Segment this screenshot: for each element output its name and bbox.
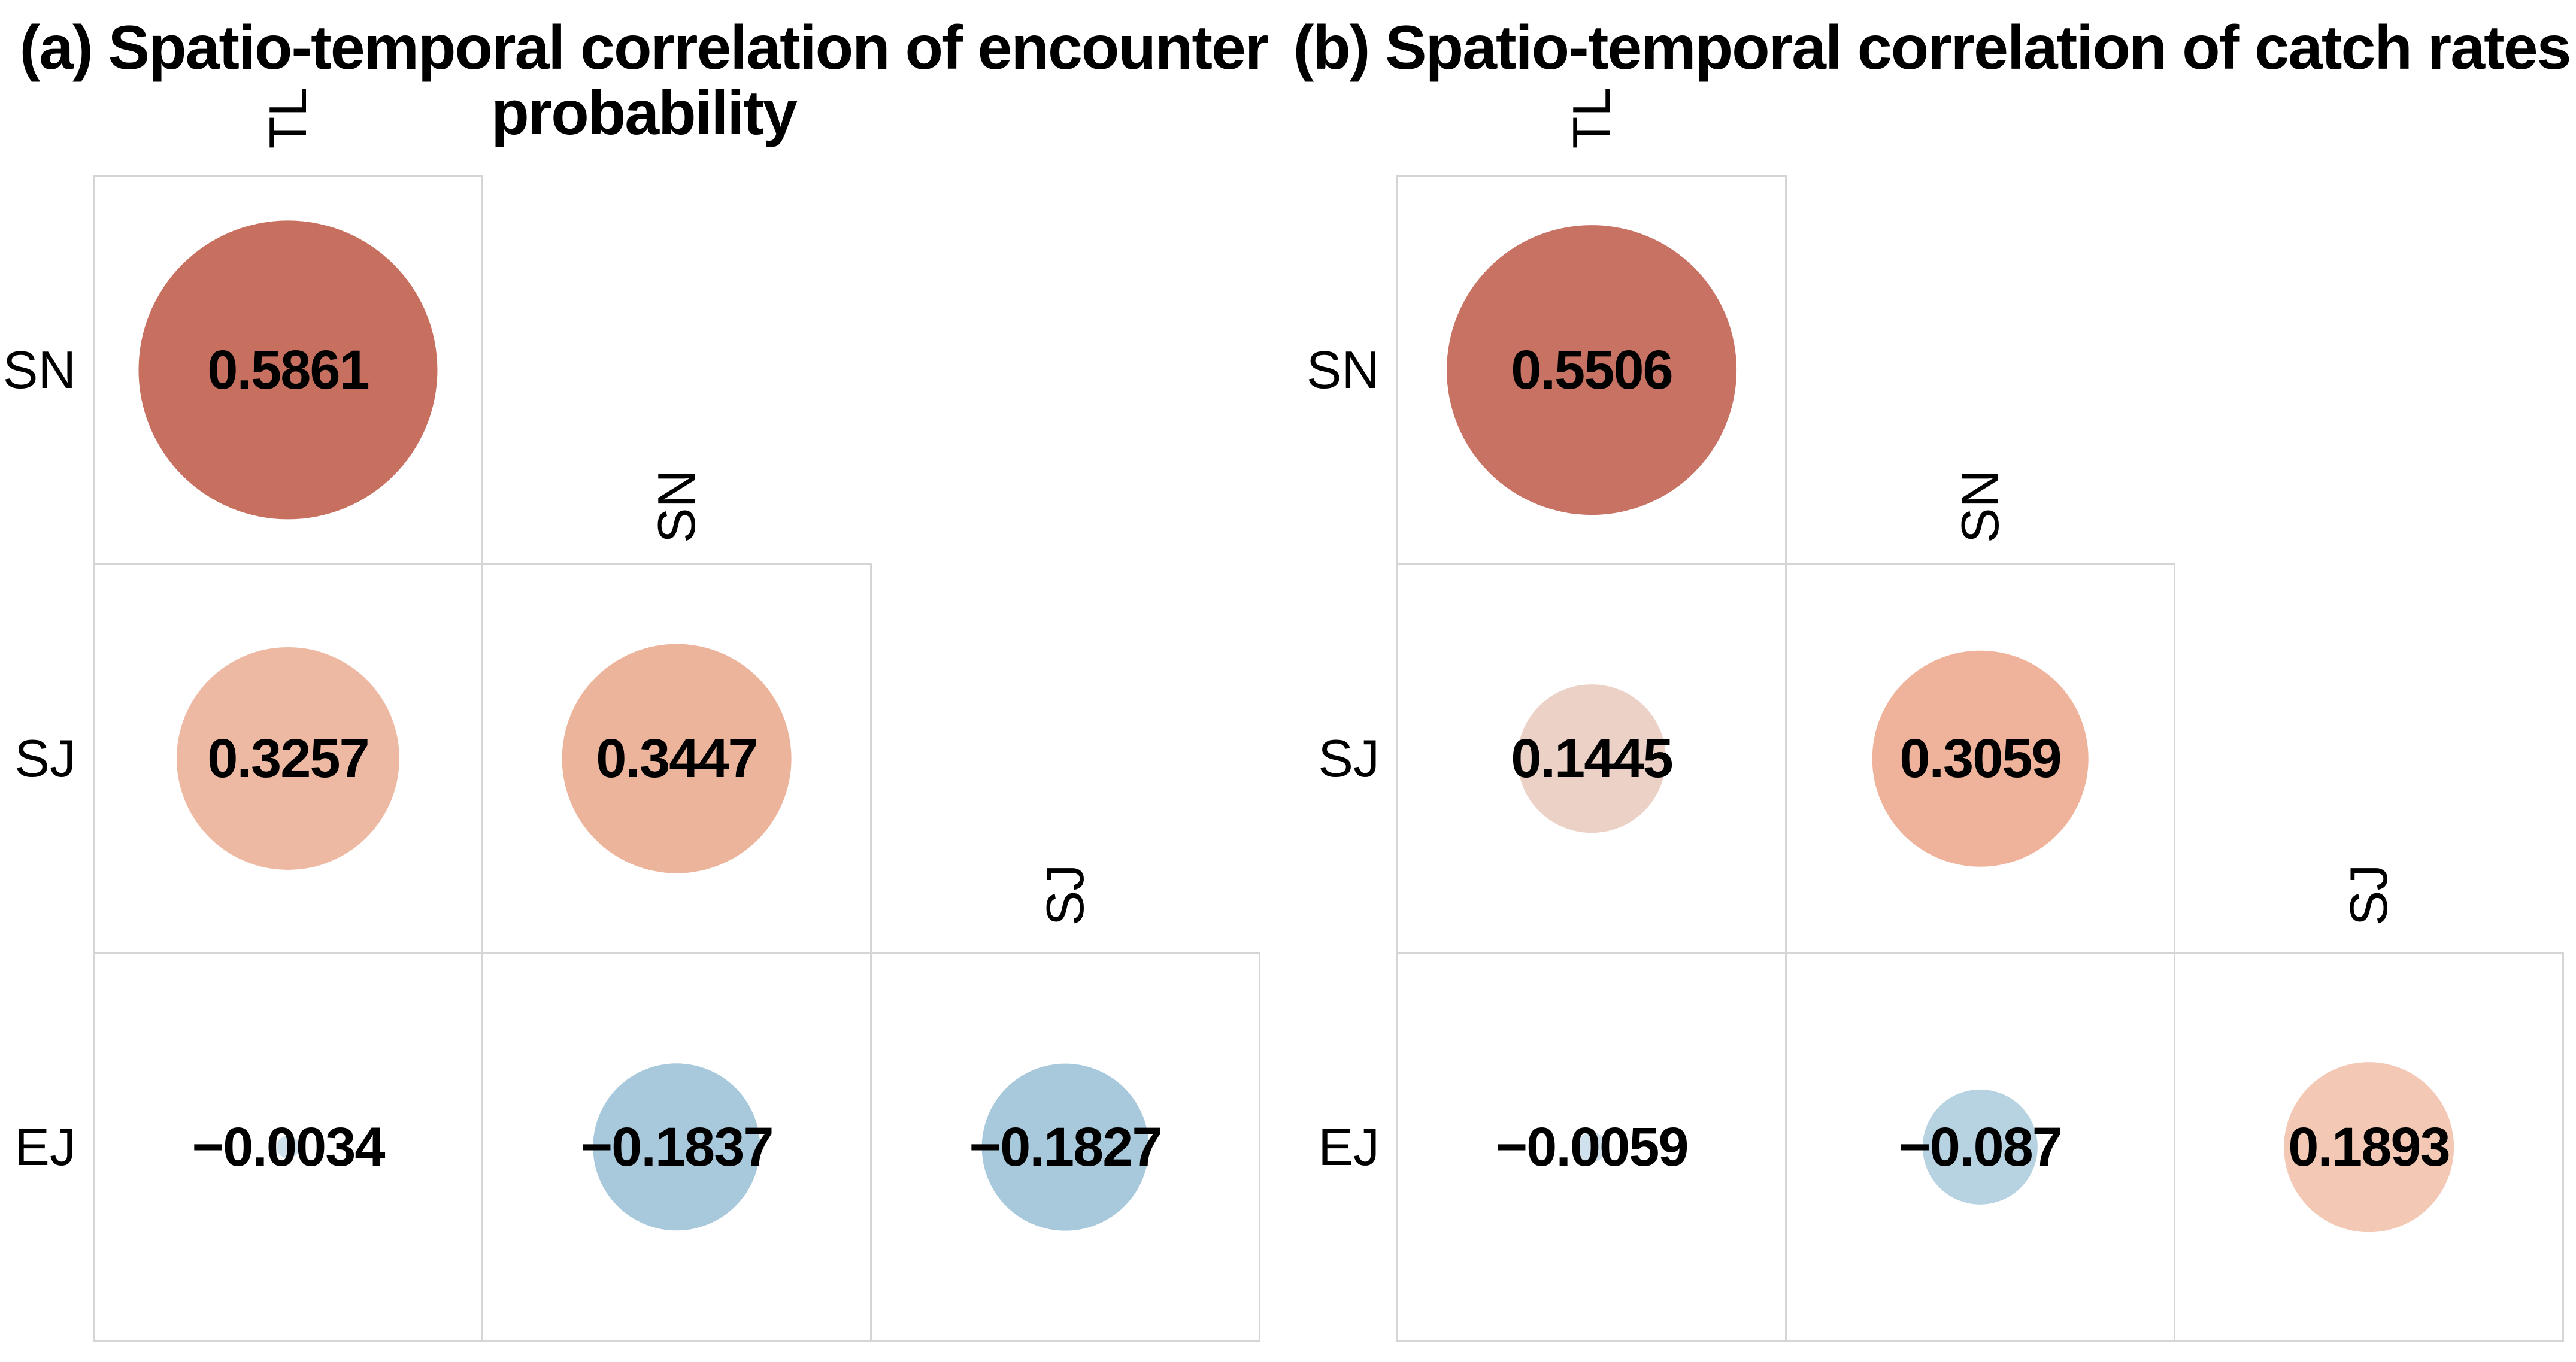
correlation-circle <box>1576 1132 1607 1163</box>
matrix-cell-ej-sj: −0.1827 <box>870 952 1260 1342</box>
correlation-circle <box>981 1063 1149 1231</box>
correlation-circle <box>176 647 400 870</box>
matrix-cell-ej-tl: −0.0059 <box>1396 952 1787 1342</box>
correlation-circle <box>276 1135 300 1159</box>
correlation-value: −0.1827 <box>969 1116 1162 1178</box>
correlation-value: −0.0034 <box>192 1116 385 1178</box>
correlation-circle <box>1517 684 1666 833</box>
matrix-cell-ej-sn: −0.087 <box>1785 952 2175 1342</box>
panel-catch-rates: (b) Spatio-temporal correlation of catch… <box>1287 0 2576 1362</box>
correlation-value: 0.3059 <box>1899 727 2062 789</box>
correlation-value: 0.1445 <box>1511 727 1673 789</box>
matrix-cell-sn-tl: 0.5506 <box>1396 175 1787 565</box>
matrix-cell-sj-sn: 0.3447 <box>481 563 872 954</box>
column-header-tl: TL <box>1562 87 1621 149</box>
correlation-value: −0.0059 <box>1495 1116 1689 1178</box>
correlation-value: −0.087 <box>1899 1116 2063 1178</box>
matrix-cell-ej-sj: 0.1893 <box>2174 952 2564 1342</box>
column-header-sn: SN <box>1950 469 2010 544</box>
panel-b-title: (b) Spatio-temporal correlation of catch… <box>1293 13 2572 83</box>
row-label-sj: SJ <box>14 729 76 788</box>
matrix-cell-sj-sn: 0.3059 <box>1785 563 2175 954</box>
column-header-sn: SN <box>647 469 706 544</box>
row-label-ej: EJ <box>14 1117 76 1176</box>
panel-a-title: (a) Spatio-temporal correlation of encou… <box>19 13 1269 148</box>
correlation-value: −0.1837 <box>580 1116 774 1178</box>
correlation-value: 0.3257 <box>207 727 369 789</box>
correlation-value: 0.5506 <box>1511 339 1673 401</box>
correlation-value: 0.1893 <box>2288 1116 2450 1178</box>
panel-encounter-probability: (a) Spatio-temporal correlation of encou… <box>0 0 1287 1362</box>
matrix-cell-sn-tl: 0.5861 <box>93 175 483 565</box>
row-label-sn: SN <box>1306 340 1380 399</box>
correlation-value: 0.3447 <box>596 727 758 789</box>
panel-a-correlation-grid: TL SN SJ SN SJ EJ 0.5861 0.3257 0.3447 −0.0034 −0.… <box>0 0 1287 1362</box>
column-header-sj: SJ <box>2339 864 2398 926</box>
matrix-cell-sj-tl: 0.3257 <box>93 563 483 954</box>
correlation-circle <box>2284 1062 2454 1232</box>
matrix-cell-ej-sn: −0.1837 <box>481 952 872 1342</box>
column-header-sj: SJ <box>1035 864 1095 926</box>
correlation-circle <box>1922 1089 2038 1205</box>
matrix-cell-ej-tl: −0.0034 <box>93 952 483 1342</box>
correlation-circle <box>1447 225 1736 515</box>
row-label-sj: SJ <box>1318 729 1380 788</box>
matrix-cell-sj-tl: 0.1445 <box>1396 563 1787 954</box>
correlation-circle <box>593 1063 760 1231</box>
panel-b-correlation-grid: TL SN SJ SN SJ EJ 0.5506 0.1445 0.3059 −0.0059 −0.… <box>1287 0 2576 1362</box>
column-header-tl: TL <box>258 87 317 149</box>
row-label-sn: SN <box>2 340 76 399</box>
correlation-value: 0.5861 <box>207 339 369 401</box>
correlation-circle <box>1872 650 2089 867</box>
correlation-circle <box>562 644 792 873</box>
row-label-ej: EJ <box>1318 1117 1380 1176</box>
correlation-circle <box>138 220 438 520</box>
